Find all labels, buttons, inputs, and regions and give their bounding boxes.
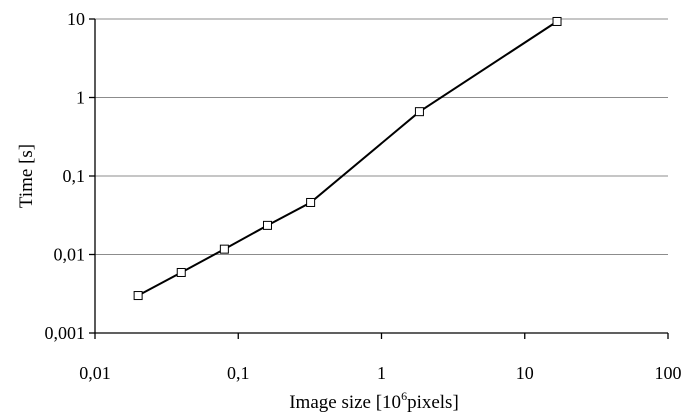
y-tick-label: 1 [76, 88, 85, 108]
data-point-marker [414, 107, 424, 117]
x-tick-label: 10 [516, 363, 534, 383]
x-axis-title: Image size [106pixels] [289, 389, 459, 413]
y-tick-label: 10 [67, 9, 85, 29]
x-tick-label: 100 [655, 363, 682, 383]
y-tick-label: 0,01 [54, 245, 86, 265]
y-tick-labels: 0,001 0,01 0,1 1 10 [45, 9, 86, 343]
data-series [133, 16, 562, 301]
y-tick-label: 0,001 [45, 323, 86, 343]
data-point-marker [133, 291, 143, 301]
y-axis-title: Time [s] [16, 144, 37, 208]
y-tick-label: 0,1 [63, 166, 86, 186]
axes [89, 18, 669, 339]
data-point-marker [219, 244, 229, 254]
data-point-marker [306, 197, 316, 207]
x-tick-label: 0,01 [79, 363, 111, 383]
data-point-marker [176, 267, 186, 277]
data-point-marker [262, 220, 272, 230]
x-tick-labels: 0,01 0,1 1 10 100 [79, 363, 681, 383]
x-tick-label: 0,1 [227, 363, 250, 383]
data-point-marker [552, 16, 562, 26]
x-tick-label: 1 [377, 363, 386, 383]
grid-lines [95, 18, 668, 255]
